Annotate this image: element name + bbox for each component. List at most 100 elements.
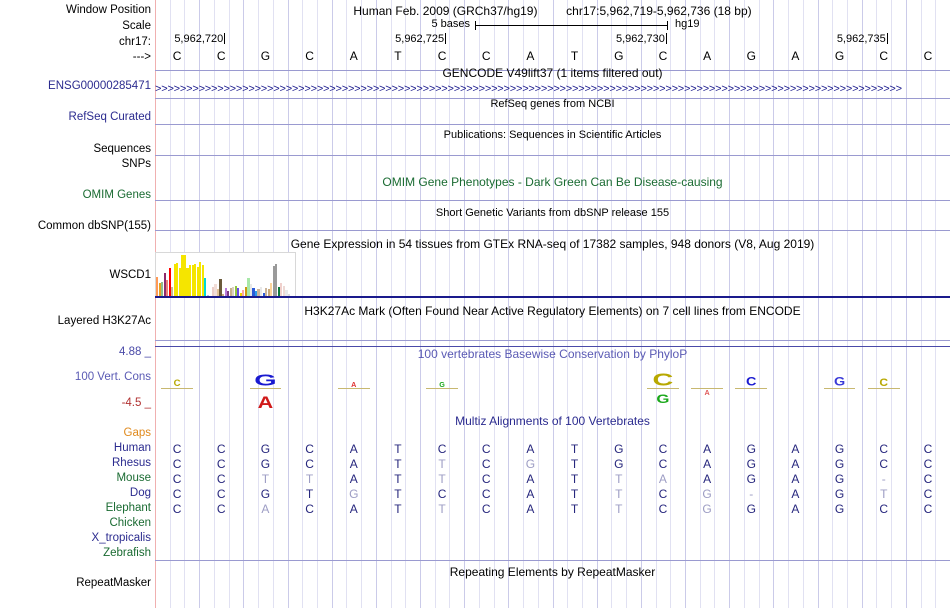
species-label-human[interactable]: Human: [113, 442, 151, 454]
gtex-tissue-bar[interactable]: [239, 292, 242, 297]
track-label-sequences[interactable]: Sequences: [93, 143, 151, 155]
species-label-chicken[interactable]: Chicken: [109, 517, 151, 529]
multiz-base: T: [570, 457, 579, 471]
phylop-zero-line: [735, 388, 768, 389]
gtex-tissue-bar[interactable]: [237, 288, 240, 297]
gtex-tissue-bar[interactable]: [282, 285, 286, 297]
gtex-tissue-bar[interactable]: [280, 282, 283, 297]
gtex-tissue-bar[interactable]: [214, 283, 217, 297]
gtex-tissue-bar[interactable]: [242, 290, 245, 297]
gtex-tissue-bar[interactable]: [270, 282, 273, 297]
gtex-tissue-bar[interactable]: [204, 278, 207, 297]
gtex-tissue-bar[interactable]: [252, 288, 255, 297]
gtex-tissue-bar[interactable]: [254, 291, 258, 297]
gtex-tissue-bar[interactable]: [277, 287, 280, 297]
gtex-tissue-bar[interactable]: [191, 264, 194, 297]
multiz-base: T: [615, 487, 623, 501]
track-label-gtex[interactable]: WSCD1: [109, 269, 151, 281]
cons-max-label: 4.88 _: [119, 346, 151, 358]
species-label-elephant[interactable]: Elephant: [105, 502, 151, 514]
gtex-tissue-bar[interactable]: [216, 289, 220, 297]
gtex-tissue-bar[interactable]: [161, 281, 164, 297]
multiz-base: T: [394, 502, 402, 516]
gtex-tissue-bar[interactable]: [219, 279, 222, 297]
gtex-tissue-bar[interactable]: [206, 294, 209, 297]
species-label-rhesus[interactable]: Rhesus: [112, 457, 151, 469]
multiz-base: C: [305, 442, 314, 456]
multiz-base: T: [305, 487, 314, 501]
species-label-zebrafish[interactable]: Zebrafish: [103, 547, 151, 559]
multiz-base: A: [703, 472, 712, 486]
track-label-snps[interactable]: SNPs: [121, 158, 151, 170]
gtex-tissue-bar[interactable]: [227, 291, 230, 297]
species-label-mouse[interactable]: Mouse: [116, 472, 151, 484]
multiz-base: G: [614, 457, 624, 471]
gtex-tissue-bar[interactable]: [173, 263, 176, 297]
gtex-tissue-bar[interactable]: [247, 278, 250, 297]
gtex-tissue-bar[interactable]: [244, 287, 247, 297]
track-label-gencode[interactable]: ENSG00000285471: [48, 80, 151, 92]
track-label-cons[interactable]: 100 Vert. Cons: [74, 371, 151, 383]
track-title-refseq: RefSeq genes from NCBI: [490, 98, 615, 110]
gtex-tissue-bar[interactable]: [201, 264, 204, 297]
sequence-base: C: [216, 49, 226, 63]
gtex-tissue-bar[interactable]: [181, 255, 184, 297]
gtex-expression-barchart[interactable]: [155, 252, 296, 298]
multiz-base: C: [172, 457, 182, 471]
gtex-tissue-bar[interactable]: [176, 262, 179, 297]
gtex-tissue-bar[interactable]: [287, 293, 291, 297]
sequence-base: A: [703, 49, 712, 63]
phylop-zero-line: [691, 388, 723, 389]
gtex-tissue-bar[interactable]: [196, 267, 199, 297]
multiz-base: A: [791, 502, 800, 516]
phylop-zero-line: [337, 388, 370, 389]
track-label-dbsnp[interactable]: Common dbSNP(155): [37, 220, 151, 232]
gtex-tissue-bar[interactable]: [211, 287, 214, 297]
gridline: [405, 0, 406, 608]
gtex-tissue-bar[interactable]: [158, 282, 161, 297]
gtex-tissue-bar[interactable]: [183, 255, 187, 297]
track-title-gtex: Gene Expression in 54 tissues from GTEx …: [290, 237, 815, 251]
gtex-tissue-bar[interactable]: [168, 268, 171, 297]
gtex-tissue-bar[interactable]: [221, 293, 225, 297]
sequence-base: C: [481, 49, 491, 63]
track-label-repeatmasker[interactable]: RepeatMasker: [76, 577, 151, 589]
chrom-label: chr17:: [119, 36, 151, 48]
gtex-tissue-bar[interactable]: [186, 268, 189, 297]
gtex-tissue-bar[interactable]: [267, 289, 270, 297]
gtex-tissue-bar[interactable]: [194, 263, 197, 297]
gridline: [891, 0, 892, 608]
multiz-base: T: [261, 472, 270, 486]
multiz-base: C: [879, 442, 889, 456]
gtex-tissue-bar[interactable]: [265, 288, 268, 297]
gtex-tissue-bar[interactable]: [272, 266, 275, 297]
gtex-tissue-bar[interactable]: [171, 287, 174, 297]
gencode-transcript-arrows[interactable]: >>>>>>>>>>>>>>>>>>>>>>>>>>>>>>>>>>>>>>>>…: [155, 84, 902, 95]
gtex-tissue-bar[interactable]: [285, 290, 288, 297]
gtex-tissue-bar[interactable]: [249, 283, 253, 297]
track-label-omim[interactable]: OMIM Genes: [82, 189, 151, 201]
gtex-tissue-bar[interactable]: [257, 289, 260, 297]
species-label-dog[interactable]: Dog: [129, 487, 151, 499]
gtex-tissue-bar[interactable]: [262, 292, 265, 297]
multiz-base: C: [658, 457, 668, 471]
species-label-x-tropicalis[interactable]: X_tropicalis: [91, 532, 151, 544]
gtex-tissue-bar[interactable]: [188, 264, 192, 297]
gtex-tissue-bar[interactable]: [224, 288, 227, 297]
track-label-refseq[interactable]: RefSeq Curated: [68, 111, 151, 123]
track-label-h3k27ac[interactable]: Layered H3K27Ac: [57, 315, 151, 327]
gtex-tissue-bar[interactable]: [166, 280, 169, 297]
gtex-tissue-bar[interactable]: [232, 287, 235, 297]
gtex-tissue-bar[interactable]: [229, 288, 232, 297]
gtex-tissue-bar[interactable]: [163, 272, 166, 297]
sequence-base: C: [879, 49, 889, 63]
gtex-tissue-bar[interactable]: [234, 285, 237, 297]
multiz-base: G: [834, 487, 845, 501]
gtex-tissue-bar[interactable]: [156, 277, 159, 297]
gtex-tissue-bar[interactable]: [199, 261, 202, 297]
gtex-tissue-bar[interactable]: [260, 287, 263, 297]
phylop-base-glyph: C: [173, 377, 181, 389]
multiz-gaps-label: Gaps: [123, 427, 152, 439]
gtex-tissue-bar[interactable]: [275, 263, 278, 297]
gtex-tissue-bar[interactable]: [178, 268, 181, 297]
